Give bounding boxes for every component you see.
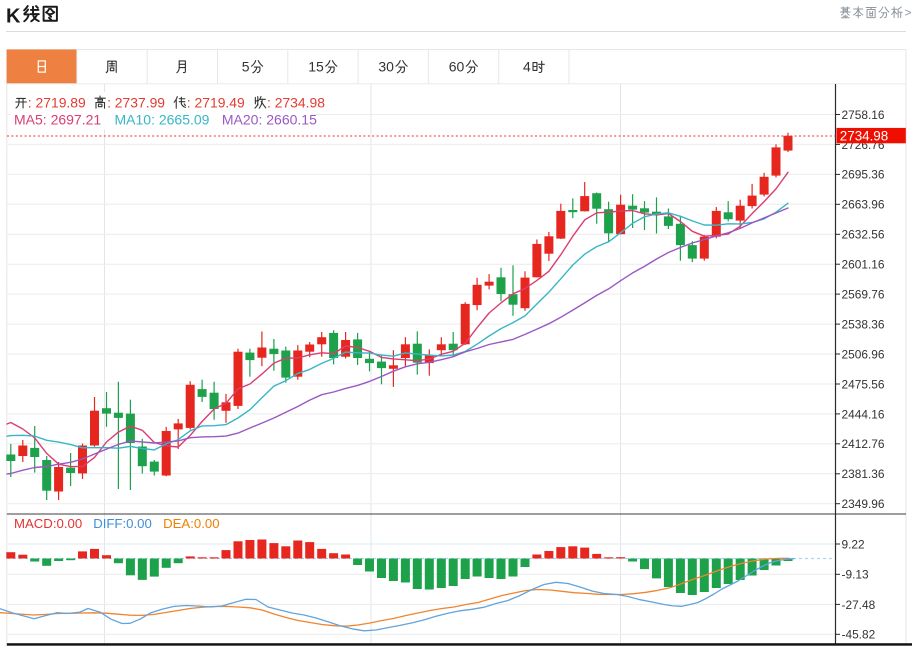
svg-text:30: 30 — [378, 59, 394, 75]
svg-text:DEA:0.00: DEA:0.00 — [163, 516, 219, 531]
svg-text:: 2719.89: : 2719.89 — [28, 94, 86, 110]
svg-text:15: 15 — [308, 59, 324, 75]
svg-text:2349.96: 2349.96 — [842, 497, 885, 511]
svg-text:9.22: 9.22 — [842, 537, 866, 551]
svg-text:2444.16: 2444.16 — [842, 407, 885, 421]
svg-text:60: 60 — [449, 59, 465, 75]
svg-text:MA10: 2665.09: MA10: 2665.09 — [115, 112, 210, 128]
svg-text:: 2737.99: : 2737.99 — [107, 94, 165, 110]
svg-text:2538.36: 2538.36 — [842, 317, 885, 331]
svg-text:MACD:0.00: MACD:0.00 — [14, 516, 82, 531]
svg-text:2381.36: 2381.36 — [842, 467, 885, 481]
svg-text:2506.96: 2506.96 — [842, 347, 885, 361]
svg-text:2758.16: 2758.16 — [842, 108, 885, 122]
svg-text:2601.16: 2601.16 — [842, 258, 885, 272]
svg-text:-9.13: -9.13 — [842, 568, 869, 582]
svg-text:2569.76: 2569.76 — [842, 288, 885, 302]
svg-text:5: 5 — [242, 59, 250, 75]
svg-text:-27.48: -27.48 — [842, 598, 876, 612]
svg-text:MA20: 2660.15: MA20: 2660.15 — [222, 112, 317, 128]
svg-text:2632.56: 2632.56 — [842, 228, 885, 242]
svg-text:: 2734.98: : 2734.98 — [267, 94, 325, 110]
svg-text:DIFF:0.00: DIFF:0.00 — [93, 516, 152, 531]
svg-text:K: K — [6, 6, 21, 28]
svg-text:2734.98: 2734.98 — [840, 129, 888, 144]
svg-text:4: 4 — [523, 59, 531, 75]
svg-text:2663.96: 2663.96 — [842, 198, 885, 212]
svg-text:: 2719.49: : 2719.49 — [187, 94, 245, 110]
svg-text:MA5: 2697.21: MA5: 2697.21 — [14, 112, 101, 128]
svg-text:-45.82: -45.82 — [842, 628, 876, 642]
svg-text:2412.76: 2412.76 — [842, 437, 885, 451]
svg-text:>: > — [905, 6, 912, 20]
svg-text:2695.36: 2695.36 — [842, 168, 885, 182]
svg-text:2475.56: 2475.56 — [842, 377, 885, 391]
